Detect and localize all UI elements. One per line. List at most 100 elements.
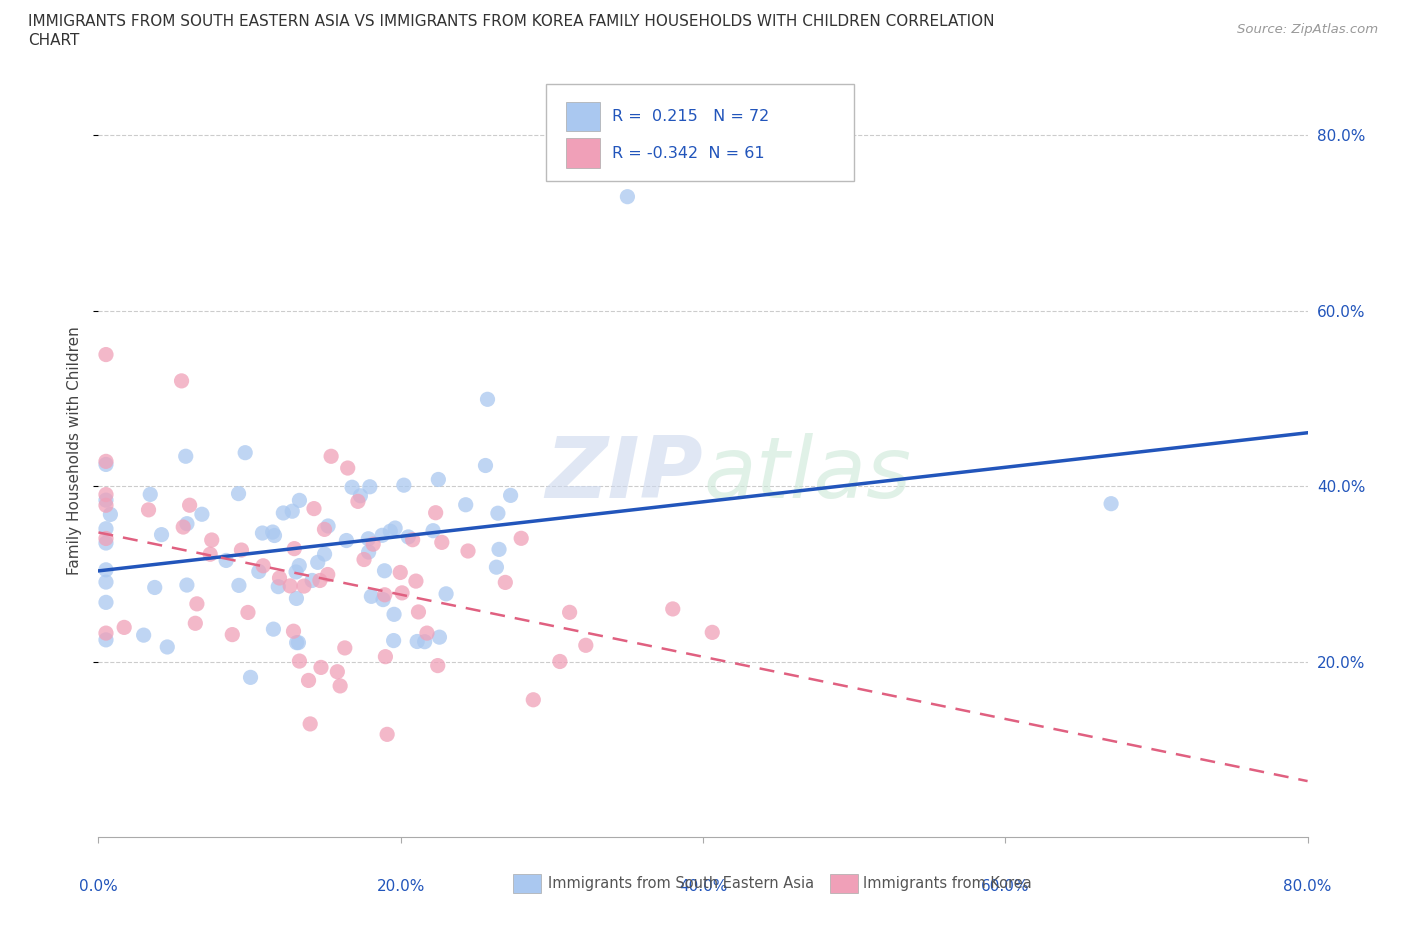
Point bbox=[406, 634, 429, 649]
Point bbox=[174, 449, 197, 464]
Point bbox=[172, 520, 194, 535]
Point bbox=[429, 630, 451, 644]
Point bbox=[371, 592, 394, 607]
Point bbox=[287, 635, 309, 650]
Text: R = -0.342  N = 61: R = -0.342 N = 61 bbox=[613, 146, 765, 161]
Point bbox=[263, 528, 285, 543]
Point bbox=[558, 604, 581, 619]
Point bbox=[233, 445, 256, 460]
Point bbox=[302, 501, 325, 516]
Point bbox=[239, 670, 262, 684]
Point bbox=[321, 449, 343, 464]
Point bbox=[316, 519, 339, 534]
Point bbox=[548, 654, 571, 669]
Point bbox=[139, 487, 162, 502]
Point bbox=[333, 641, 356, 656]
Point bbox=[252, 558, 274, 573]
Text: Immigrants from South Eastern Asia: Immigrants from South Eastern Asia bbox=[548, 876, 814, 891]
Point bbox=[413, 634, 436, 649]
Point bbox=[661, 602, 683, 617]
Point bbox=[457, 543, 479, 558]
Point bbox=[357, 545, 380, 560]
Point bbox=[408, 604, 430, 619]
Point bbox=[486, 506, 509, 521]
Point bbox=[396, 529, 419, 544]
Point bbox=[94, 493, 117, 508]
Point bbox=[236, 605, 259, 620]
Point bbox=[228, 486, 250, 501]
Point bbox=[186, 596, 208, 611]
Point bbox=[94, 347, 117, 362]
Point bbox=[198, 547, 221, 562]
Text: 0.0%: 0.0% bbox=[79, 880, 118, 895]
Point bbox=[94, 498, 117, 512]
Point bbox=[430, 535, 453, 550]
Point bbox=[422, 524, 444, 538]
Point bbox=[94, 632, 117, 647]
Point bbox=[283, 624, 305, 639]
Point bbox=[179, 498, 201, 512]
Point bbox=[170, 374, 193, 389]
Point bbox=[269, 570, 291, 585]
Point bbox=[278, 578, 301, 593]
Point bbox=[100, 507, 122, 522]
Text: 40.0%: 40.0% bbox=[679, 880, 727, 895]
Point bbox=[156, 640, 179, 655]
Point bbox=[281, 504, 304, 519]
Point bbox=[384, 521, 406, 536]
Point bbox=[132, 628, 155, 643]
Point bbox=[380, 524, 402, 538]
Text: Source: ZipAtlas.com: Source: ZipAtlas.com bbox=[1237, 23, 1378, 36]
Point bbox=[94, 487, 117, 502]
Point bbox=[454, 498, 477, 512]
Point bbox=[138, 502, 160, 517]
Point bbox=[575, 638, 598, 653]
Point bbox=[389, 565, 412, 580]
Point bbox=[314, 547, 336, 562]
Point bbox=[262, 525, 284, 539]
Point bbox=[522, 692, 544, 707]
Text: CHART: CHART bbox=[28, 33, 80, 47]
Point bbox=[375, 727, 398, 742]
Point bbox=[201, 533, 224, 548]
FancyBboxPatch shape bbox=[567, 102, 600, 131]
Point bbox=[262, 622, 284, 637]
Point bbox=[288, 493, 311, 508]
Point bbox=[485, 560, 508, 575]
Point bbox=[326, 664, 349, 679]
Point bbox=[1099, 497, 1122, 512]
Point bbox=[112, 620, 135, 635]
Text: 60.0%: 60.0% bbox=[981, 880, 1029, 895]
Point bbox=[401, 532, 423, 547]
Point bbox=[416, 626, 439, 641]
Point bbox=[299, 716, 322, 731]
Point bbox=[94, 575, 117, 590]
Point bbox=[184, 616, 207, 631]
Point bbox=[359, 479, 381, 494]
Point bbox=[702, 625, 724, 640]
Point bbox=[150, 527, 173, 542]
Point bbox=[143, 580, 166, 595]
Point bbox=[267, 579, 290, 594]
Point bbox=[314, 522, 336, 537]
Point bbox=[94, 522, 117, 537]
Point bbox=[285, 635, 308, 650]
Point bbox=[392, 478, 415, 493]
Point bbox=[215, 553, 238, 568]
Point bbox=[252, 525, 274, 540]
Point bbox=[176, 578, 198, 592]
Point bbox=[434, 587, 457, 602]
Point bbox=[357, 531, 380, 546]
Point bbox=[288, 558, 311, 573]
Point bbox=[247, 565, 270, 579]
FancyBboxPatch shape bbox=[546, 85, 855, 180]
Point bbox=[336, 460, 359, 475]
Point bbox=[361, 537, 384, 551]
Point bbox=[474, 458, 496, 473]
Point bbox=[347, 494, 370, 509]
Point bbox=[297, 673, 319, 688]
Text: 80.0%: 80.0% bbox=[1284, 880, 1331, 895]
Point bbox=[405, 574, 427, 589]
Point bbox=[307, 555, 329, 570]
Point bbox=[94, 454, 117, 469]
